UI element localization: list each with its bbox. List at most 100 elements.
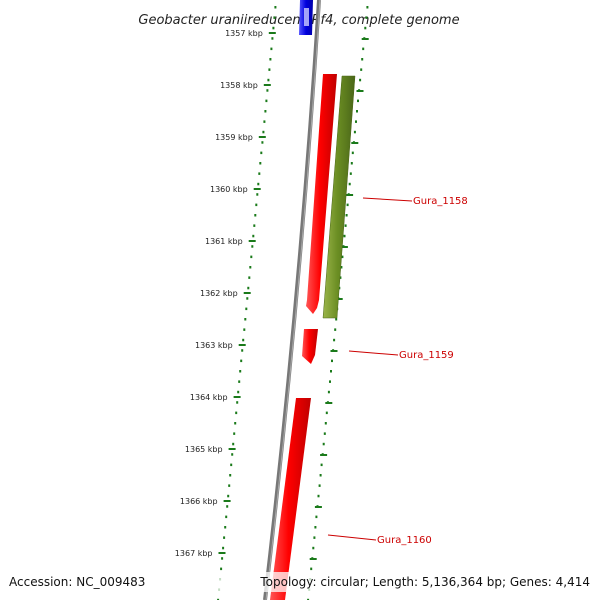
outer-ruler-dot (323, 432, 326, 435)
inner-ruler-dot (238, 380, 241, 383)
inner-ruler-dot (244, 318, 247, 321)
accession-label: Accession: NC_009483 (9, 575, 145, 589)
inner-ruler-dot (236, 401, 239, 404)
inner-ruler-dot (240, 359, 243, 363)
outer-ruler-dot (353, 130, 356, 134)
inner-ruler-dot (222, 546, 225, 550)
outer-ruler-dot (322, 442, 325, 446)
outer-ruler-dot (356, 110, 358, 113)
gene-gura-1160[interactable] (270, 398, 311, 600)
inner-ruler-dot (261, 141, 264, 144)
inner-ruler-dot (221, 557, 224, 560)
outer-ruler-dot (339, 276, 342, 279)
inner-ruler-dot (255, 203, 258, 207)
outer-ruler-dot (334, 328, 337, 331)
top-blue-feature[interactable] (299, 0, 313, 35)
kbp-tick-label: 1362 kbp (200, 289, 238, 298)
kbp-tick-labels: 1357 kbp 1358 kbp 1359 kbp 1360 kbp 1361 kbp… (175, 29, 369, 560)
inner-ruler-dot (250, 255, 253, 259)
gene-label-gura-1159[interactable]: Gura_1159 (399, 350, 454, 361)
inner-ruler-dot (237, 390, 240, 394)
outer-ruler-dot (333, 338, 336, 342)
outer-ruler-dot (335, 318, 338, 321)
inner-ruler-dot (259, 162, 262, 165)
inner-ruler-dot (229, 474, 232, 477)
outer-ruler-dot (327, 390, 330, 394)
gene-gura-1159-lower[interactable] (302, 329, 318, 364)
inner-major-tick (258, 136, 266, 138)
gene-label-gura-1158[interactable]: Gura_1158 (413, 196, 468, 207)
kbp-tick-label: 1364 kbp (190, 393, 228, 402)
outer-ruler-dot (348, 182, 351, 186)
inner-major-tick (243, 292, 251, 294)
gene-gura-1158[interactable] (322, 75, 356, 319)
kbp-tick-label: 1359 kbp (215, 133, 253, 142)
backbone-highlight (265, 0, 321, 600)
outer-major-tick (361, 38, 369, 40)
inner-ruler-dot (262, 130, 265, 134)
inner-ruler-dot (231, 453, 234, 456)
outer-major-tick (320, 454, 328, 456)
inner-ruler-dot (247, 286, 250, 290)
outer-ruler-dot (341, 255, 344, 259)
outer-ruler-dot (360, 68, 363, 71)
inner-major-tick (223, 500, 231, 502)
inner-ruler-track (217, 6, 277, 600)
inner-ruler-dot (252, 234, 255, 238)
inner-major-tick (228, 448, 236, 450)
inner-major-tick (218, 552, 226, 554)
outer-ruler-dot (355, 120, 357, 123)
inner-ruler-dot (227, 494, 230, 498)
kbp-tick-label: 1358 kbp (220, 81, 258, 90)
outer-ruler-dot (331, 359, 333, 363)
outer-ruler-dot (325, 411, 328, 415)
inner-ruler-dot (235, 411, 238, 415)
outer-ruler-dot (350, 162, 353, 165)
kbp-tick-label: 1365 kbp (185, 445, 223, 454)
inner-ruler-dot (264, 110, 267, 113)
inner-ruler-dot (242, 338, 245, 342)
outer-ruler-dot (313, 536, 316, 539)
inner-major-tick (253, 188, 261, 190)
outer-ruler-dot (362, 47, 365, 51)
outer-major-tick (351, 142, 359, 144)
inner-ruler-dot (254, 214, 257, 217)
inner-ruler-dot (267, 78, 270, 82)
outer-ruler-dot (315, 515, 318, 519)
inner-ruler-dot (246, 297, 249, 300)
inner-ruler-dot (249, 266, 252, 269)
topology-label: Topology: circular; Length: 5,136,364 bp… (259, 575, 590, 589)
outer-ruler-dot (317, 494, 320, 498)
inner-major-tick (268, 32, 276, 34)
outer-ruler-dot (344, 224, 347, 227)
inner-ruler-dot (265, 99, 268, 103)
footer-backdrop (0, 572, 600, 592)
outer-ruler-dot (320, 463, 323, 467)
inner-ruler-dot (230, 463, 233, 467)
gene-label-gura-1160[interactable]: Gura_1160 (377, 535, 432, 546)
inner-ruler-dot (257, 182, 260, 186)
inner-ruler-dot (217, 598, 220, 600)
gene-gura-1159-upper[interactable] (306, 74, 337, 314)
genome-backbone (263, 0, 321, 600)
outer-ruler-dot (351, 151, 354, 155)
kbp-tick-label: 1357 kbp (225, 29, 263, 38)
outer-ruler-dot (307, 598, 310, 600)
leader-line-gura-1159 (348, 350, 399, 356)
outer-ruler-dot (329, 380, 331, 383)
inner-ruler-dot (256, 193, 259, 196)
inner-ruler-dot (241, 349, 244, 352)
inner-ruler-dot (220, 567, 223, 571)
outer-ruler-dot (345, 214, 348, 217)
inner-ruler-dot (232, 442, 235, 446)
outer-ruler-dot (318, 484, 321, 487)
inner-ruler-dot (260, 151, 263, 155)
outer-major-tick (356, 90, 364, 92)
inner-ruler-dot (253, 224, 256, 227)
inner-ruler-dot (224, 526, 227, 529)
inner-major-tick (263, 84, 271, 86)
leader-line-gura-1160 (327, 534, 377, 541)
inner-ruler-dot (274, 6, 277, 9)
outer-major-tick (309, 558, 317, 560)
